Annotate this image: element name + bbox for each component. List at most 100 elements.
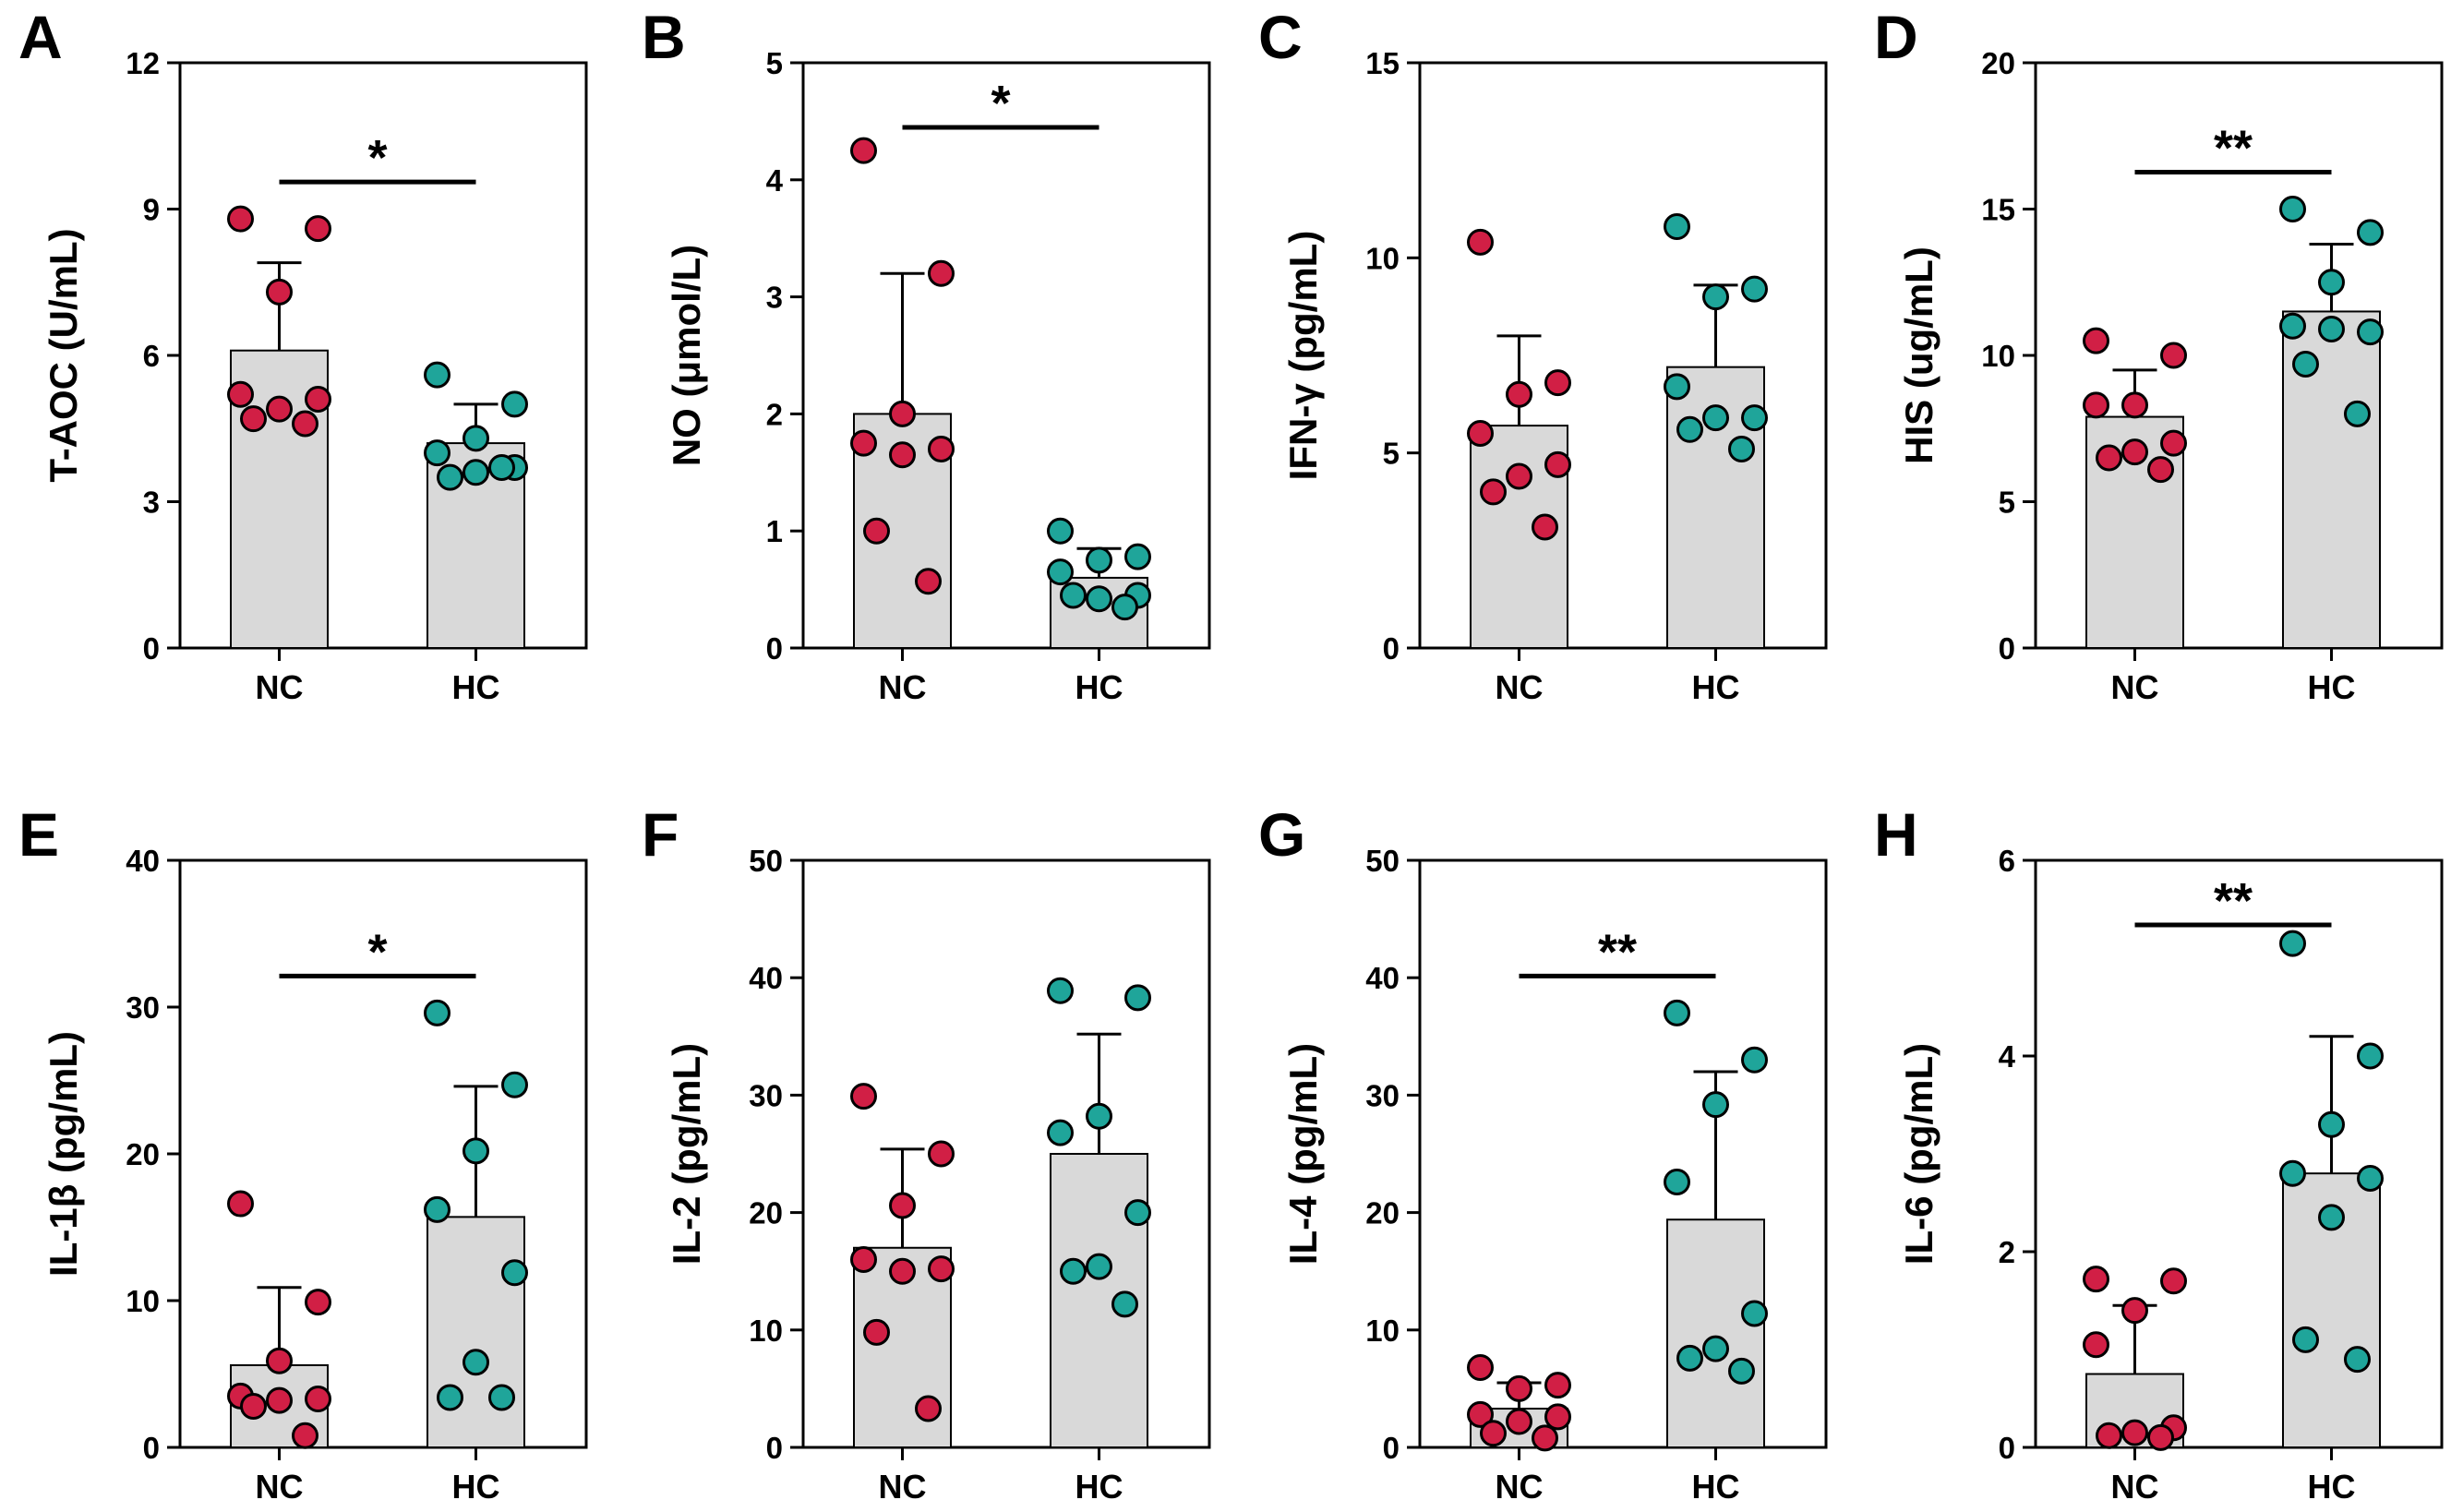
data-point-hc [1124,1199,1151,1227]
x-tick-label: NC [256,1468,304,1506]
data-point-hc [1086,1253,1112,1280]
data-point-hc [1060,582,1087,609]
data-point-hc [1702,404,1729,432]
data-point-hc [1741,1046,1768,1074]
data-point-nc [928,1255,955,1283]
data-point-hc [501,1071,528,1098]
panel-f: F 0 10 20 30 40 50 IL-2 (pg/mL) NC HC [642,800,1211,1506]
data-point-nc [889,1192,916,1219]
data-point-hc [2344,400,2371,427]
data-point-hc [1047,1119,1074,1146]
data-point-hc [463,425,489,452]
y-tick-label: 0 [766,631,783,666]
y-tick-label: 6 [143,339,160,373]
panel-h: H 0 2 4 6 IL-6 (pg/mL) NC HC ** [1874,800,2444,1506]
data-point-nc [266,278,293,306]
y-tick-label: 4 [766,163,784,198]
y-tick-label: 0 [1383,1431,1400,1465]
data-point-hc [1111,594,1138,621]
y-tick-label: 20 [749,1196,783,1230]
data-point-hc [2357,1165,2384,1192]
y-tick-label: 10 [1365,241,1400,275]
data-point-hc [501,1259,528,1287]
data-point-nc [1467,1354,1494,1382]
y-axis-label: IL-1β (pg/mL) [42,1031,85,1277]
data-point-nc [305,215,331,243]
y-tick-label: 0 [1999,1431,2015,1465]
y-tick-label: 9 [143,193,160,227]
x-tick-label: HC [1075,1468,1123,1506]
plot-frame [2034,858,2444,1449]
y-tick-label: 20 [1365,1196,1400,1230]
x-tick-label: NC [2111,668,2159,706]
data-point-hc [1086,546,1112,574]
bar-hc [427,1216,525,1448]
data-point-nc [889,400,916,427]
data-point-hc [488,454,515,482]
data-point-hc [2318,315,2345,342]
y-tick-label: 10 [1981,339,2015,373]
data-point-hc [1086,1102,1112,1130]
data-point-hc [424,361,451,389]
y-tick-label: 1 [766,514,783,548]
plot-frame [1418,61,1828,650]
panel-label: H [1874,800,1918,869]
data-point-hc [1086,585,1112,613]
x-tick-label: NC [879,1468,927,1506]
y-tick-label: 2 [766,397,783,431]
data-point-nc [227,1190,254,1218]
data-point-hc [488,1384,515,1411]
data-point-nc [266,395,293,423]
panel-label: E [18,800,59,869]
data-point-nc [1506,1374,1532,1402]
data-point-hc [1741,404,1768,432]
data-point-hc [437,463,463,491]
x-tick-label: NC [879,668,927,706]
data-point-nc [1506,1408,1532,1435]
data-point-nc [2083,327,2109,354]
y-tick-label: 0 [1999,631,2015,666]
x-tick-label: HC [1692,668,1740,706]
data-point-hc [2292,351,2319,378]
y-tick-label: 5 [766,46,783,80]
data-point-nc [1532,513,1558,541]
data-point-nc [2096,444,2122,472]
data-point-nc [2096,1422,2122,1449]
y-tick-label: 0 [1383,631,1400,666]
data-point-hc [2318,1110,2345,1138]
panel-label: A [18,3,63,71]
data-point-nc [1480,478,1507,506]
data-point-hc [2357,1042,2384,1070]
data-point-nc [850,137,877,164]
y-tick-label: 6 [1999,844,2015,878]
data-point-nc [928,1140,955,1168]
y-axis-label: NO (μmol/L) [665,245,708,466]
y-tick-label: 20 [126,1137,160,1171]
data-point-nc [1467,1400,1494,1428]
significance-marker: * [367,924,387,979]
data-point-hc [1664,1169,1690,1196]
data-point-hc [1060,1257,1087,1285]
data-point-nc [863,1318,890,1346]
data-point-nc [240,405,267,433]
data-point-nc [915,568,942,595]
data-point-nc [305,1289,331,1316]
data-point-nc [240,1392,267,1420]
y-tick-label: 40 [749,961,783,995]
data-point-hc [1047,558,1074,586]
significance-marker: ** [1598,924,1637,979]
data-point-hc [424,439,451,467]
data-point-nc [1467,420,1494,448]
data-point-hc [2279,312,2306,340]
data-point-hc [1124,543,1151,570]
y-tick-label: 0 [143,631,160,666]
data-point-hc [1047,517,1074,545]
y-axis-label: IL-2 (pg/mL) [665,1043,708,1265]
x-tick-label: HC [452,668,500,706]
plot-frame [1418,858,1828,1449]
data-point-nc [2121,1419,2148,1446]
y-tick-label: 2 [1999,1235,2015,1269]
data-point-nc [227,205,254,233]
x-tick-label: NC [2111,1468,2159,1506]
x-tick-label: HC [452,1468,500,1506]
